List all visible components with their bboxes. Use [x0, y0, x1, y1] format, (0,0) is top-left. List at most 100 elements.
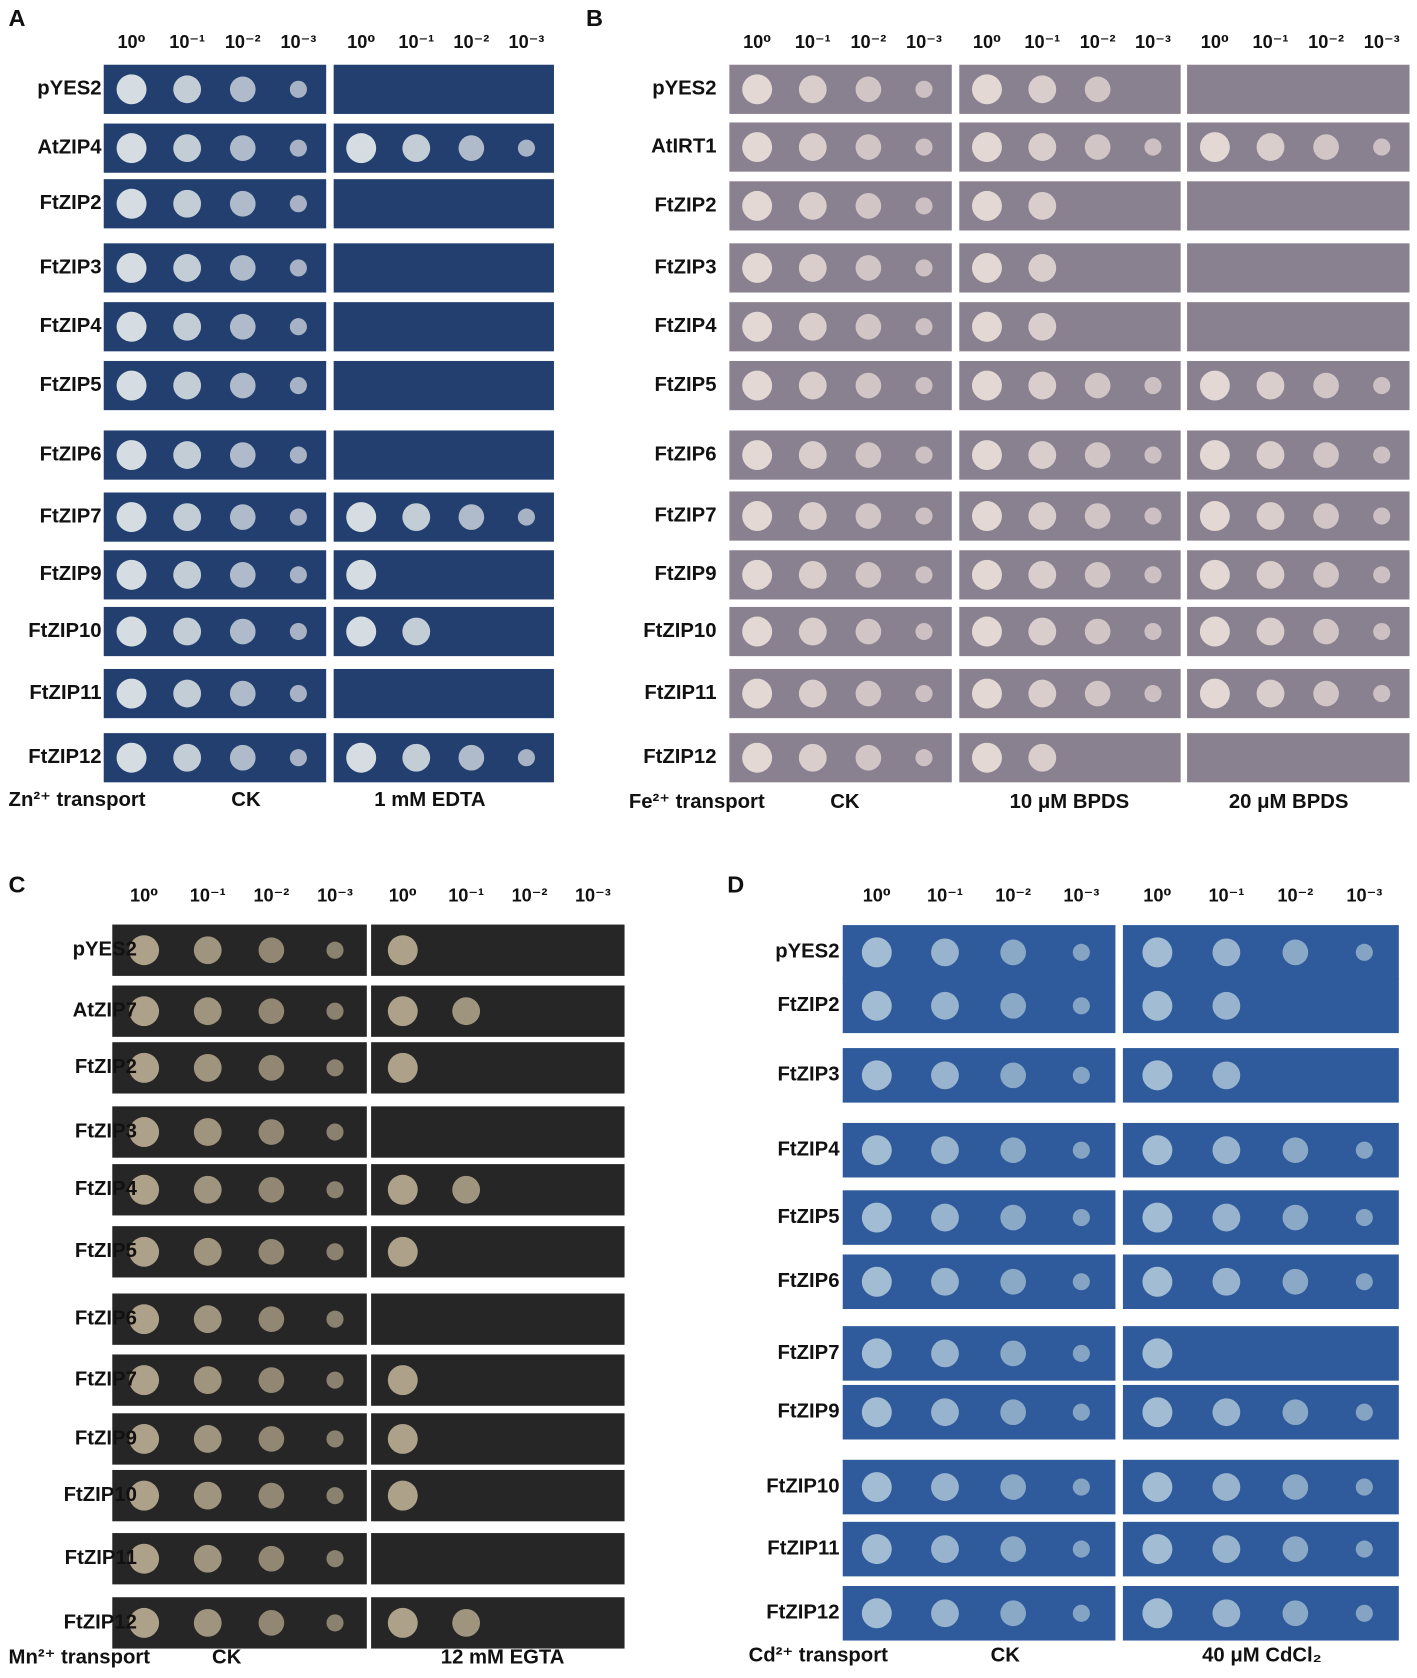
yeast-spot	[116, 678, 147, 709]
yeast-spot	[193, 1175, 222, 1204]
dilution-label: 10⁻²	[225, 32, 261, 52]
strain-label: FtZIP6	[654, 443, 716, 465]
yeast-spot	[1000, 1340, 1026, 1367]
yeast-spot	[1144, 507, 1162, 525]
yeast-spot	[742, 501, 773, 532]
strain-label: FtZIP11	[29, 682, 101, 704]
yeast-spot	[861, 1135, 892, 1166]
dilution-label: 10⁻¹	[190, 886, 226, 906]
yeast-spot	[915, 507, 933, 525]
strain-label: FtZIP3	[40, 256, 102, 278]
yeast-spot	[289, 566, 307, 584]
strain-label: FtZIP7	[40, 505, 102, 527]
yeast-spot	[346, 559, 377, 590]
yeast-spot	[798, 560, 827, 589]
yeast-spot	[326, 1310, 344, 1328]
yeast-spot	[129, 1365, 160, 1396]
yeast-spot	[1282, 1600, 1309, 1627]
yeast-spot	[1199, 132, 1230, 163]
dilution-label: 10⁻³	[575, 886, 611, 906]
condition-label: Zn²⁺ transport	[9, 789, 146, 811]
yeast-spot	[798, 191, 827, 220]
strain-label: FtZIP5	[40, 374, 102, 396]
yeast-spot	[742, 252, 773, 283]
yeast-spot	[1142, 990, 1173, 1021]
yeast-spot	[458, 504, 485, 530]
yeast-spot	[402, 617, 431, 646]
yeast-spot	[258, 1367, 285, 1393]
dilution-label: 10⁰	[389, 886, 417, 906]
yeast-spot	[1084, 134, 1111, 160]
yeast-spot	[1373, 377, 1391, 395]
yeast-spot	[326, 1550, 344, 1568]
yeast-spot	[1000, 1600, 1026, 1627]
yeast-spot	[458, 744, 485, 771]
yeast-spot	[193, 1237, 222, 1266]
yeast-spot	[326, 1181, 344, 1199]
yeast-spot	[1142, 1534, 1173, 1565]
strain-label: FtZIP2	[40, 192, 102, 214]
yeast-spot	[402, 743, 431, 772]
yeast-spot	[915, 446, 933, 464]
yeast-spot	[798, 617, 827, 646]
yeast-spot	[1212, 1203, 1241, 1232]
yeast-spot	[1212, 1398, 1241, 1427]
yeast-spot	[1142, 1202, 1173, 1233]
yeast-spot	[173, 441, 202, 469]
strain-label: FtZIP2	[777, 994, 839, 1016]
yeast-spot	[742, 440, 773, 471]
dilution-label: 10⁻³	[906, 32, 942, 52]
plate-strip	[333, 302, 554, 352]
condition-label: CK	[830, 791, 860, 813]
yeast-spot	[742, 132, 773, 163]
yeast-spot	[1282, 1268, 1309, 1295]
dilution-label: 10⁻³	[1135, 32, 1171, 52]
yeast-spot	[387, 1607, 418, 1638]
yeast-spot	[173, 312, 202, 341]
yeast-spot	[1282, 1137, 1309, 1164]
dilution-label: 10⁻¹	[1024, 32, 1060, 52]
yeast-spot	[1373, 138, 1391, 156]
yeast-spot	[229, 504, 256, 530]
yeast-spot	[855, 503, 882, 529]
yeast-spot	[742, 311, 773, 342]
yeast-spot	[116, 616, 147, 647]
yeast-spot	[1084, 680, 1111, 707]
yeast-spot	[1282, 939, 1309, 966]
strain-label: AtZIP4	[37, 137, 102, 159]
yeast-spot	[173, 134, 202, 163]
yeast-spot	[971, 559, 1002, 590]
dilution-label: 10⁻²	[1308, 32, 1344, 52]
yeast-spot	[1212, 938, 1241, 967]
yeast-spot	[289, 377, 307, 395]
yeast-spot	[798, 743, 827, 772]
panel-letter: D	[727, 871, 744, 897]
yeast-spot	[1256, 679, 1285, 708]
plate-strip	[333, 243, 554, 293]
yeast-spot	[1199, 616, 1230, 647]
yeast-spot	[1144, 685, 1162, 703]
yeast-spot	[173, 254, 202, 282]
yeast-spot	[1028, 133, 1057, 161]
yeast-spot	[798, 75, 827, 104]
yeast-spot	[258, 937, 285, 964]
yeast-spot	[931, 1599, 959, 1628]
yeast-spot	[798, 502, 827, 530]
yeast-spot	[1084, 76, 1111, 103]
yeast-spot	[1355, 1141, 1373, 1159]
yeast-spot	[289, 318, 307, 336]
yeast-spot	[1142, 1472, 1173, 1503]
yeast-spot	[1212, 991, 1241, 1020]
yeast-spot	[289, 139, 307, 157]
dilution-label: 10⁰	[743, 32, 771, 52]
yeast-spot	[173, 560, 202, 589]
dilution-label: 10⁻³	[280, 32, 316, 52]
yeast-spot	[1072, 1141, 1090, 1159]
yeast-spot	[289, 259, 307, 277]
yeast-spot	[289, 508, 307, 526]
yeast-spot	[915, 197, 933, 215]
yeast-spot	[1000, 1474, 1026, 1500]
dilution-label: 10⁻³	[1364, 32, 1400, 52]
yeast-spot	[1256, 371, 1285, 400]
yeast-spot	[1313, 503, 1339, 529]
